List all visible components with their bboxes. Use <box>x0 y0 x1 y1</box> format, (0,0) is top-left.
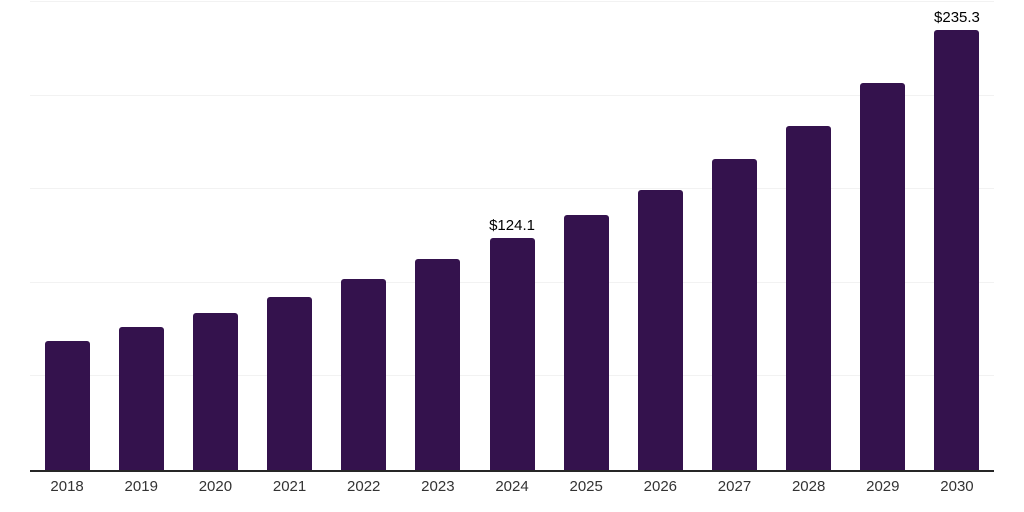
bar-slot-2021 <box>252 2 326 470</box>
x-tick-label-2029: 2029 <box>866 478 900 495</box>
bar-slot-2025 <box>549 2 623 470</box>
x-tick-label-2018: 2018 <box>50 478 84 495</box>
x-tick-label-2021: 2021 <box>272 478 307 495</box>
bar-slot-2018 <box>30 2 104 470</box>
bar-2026 <box>637 189 683 470</box>
bar-slot-2023 <box>401 2 475 470</box>
value-label-2024: $124.1 <box>489 216 535 234</box>
bar-2021 <box>267 297 313 470</box>
bar-2020 <box>192 313 238 470</box>
bar-slot-2020 <box>178 2 252 470</box>
bar-slot-2022 <box>327 2 401 470</box>
bar-2024: $124.1 <box>489 217 535 470</box>
bar-slot-2026 <box>623 2 697 470</box>
x-tick-label-2030: 2030 <box>940 478 974 495</box>
bar-slot-2029 <box>846 2 920 470</box>
bar-slot-2027 <box>697 2 771 470</box>
x-tick-label-2024: 2024 <box>495 478 529 495</box>
x-tick-label-2020: 2020 <box>198 478 233 495</box>
x-tick-label-2023: 2023 <box>421 478 455 495</box>
x-tick-label-2022: 2022 <box>347 478 381 495</box>
bar-slot-2019 <box>104 2 178 470</box>
x-tick-label-2027: 2027 <box>717 478 752 495</box>
gridline-250 <box>30 1 994 2</box>
bar-2023 <box>415 259 461 470</box>
bar-slot-2030: $235.3 <box>920 2 994 470</box>
plot-area: $124.1 $235.3 <box>30 1 994 472</box>
bar-slot-2024: $124.1 <box>475 2 549 470</box>
bar-slot-2028 <box>772 2 846 470</box>
bar-2028 <box>786 126 832 470</box>
bars-row: $124.1 $235.3 <box>30 2 994 470</box>
bar-2019 <box>118 327 164 470</box>
x-axis-tick-labels: 2018 2019 2020 2021 2022 2023 2024 2025 2026 2027… <box>30 478 994 495</box>
x-tick-label-2025: 2025 <box>569 478 603 495</box>
bar-2018 <box>44 341 90 470</box>
bar-2029 <box>860 82 906 470</box>
bar-2025 <box>563 214 609 470</box>
value-label-2030: $235.3 <box>934 8 980 26</box>
x-tick-label-2019: 2019 <box>124 478 158 495</box>
bar-2030: $235.3 <box>934 9 980 470</box>
x-tick-label-2028: 2028 <box>791 478 826 495</box>
bar-2022 <box>341 279 387 470</box>
x-axis-line <box>30 470 994 472</box>
x-tick-label-2026: 2026 <box>643 478 678 495</box>
gridline-200 <box>30 94 994 96</box>
bar-2027 <box>711 159 757 470</box>
gridline-150 <box>30 188 994 190</box>
